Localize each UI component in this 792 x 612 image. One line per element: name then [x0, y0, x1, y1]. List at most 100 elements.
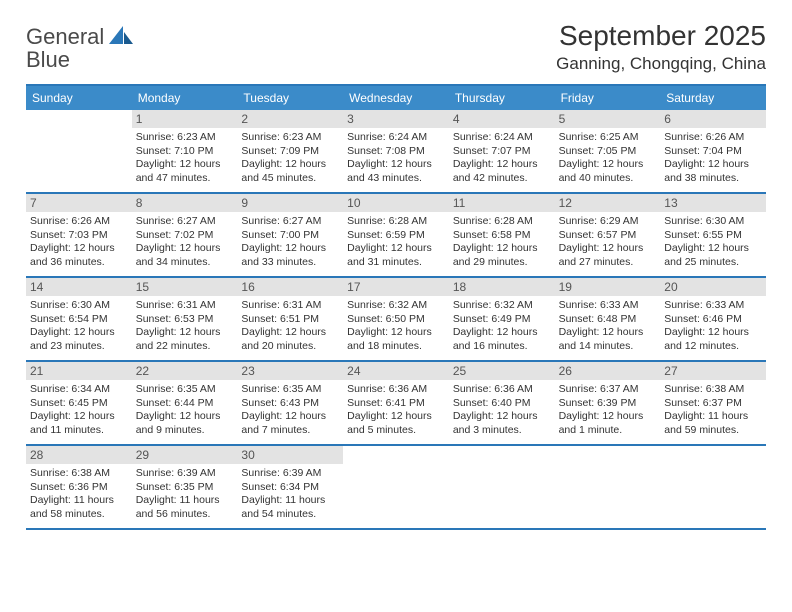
day-cell	[343, 446, 449, 528]
day-info: Sunrise: 6:32 AMSunset: 6:50 PMDaylight:…	[347, 299, 445, 354]
info-line: and 40 minutes.	[559, 172, 657, 186]
header: General Blue September 2025 Ganning, Cho…	[26, 20, 766, 74]
info-line: and 22 minutes.	[136, 340, 234, 354]
info-line: Sunrise: 6:28 AM	[453, 215, 551, 229]
day-header-cell: Thursday	[449, 86, 555, 110]
day-cell: 22Sunrise: 6:35 AMSunset: 6:44 PMDayligh…	[132, 362, 238, 444]
brand-word2: Blue	[26, 47, 70, 72]
day-cell: 7Sunrise: 6:26 AMSunset: 7:03 PMDaylight…	[26, 194, 132, 276]
day-cell: 17Sunrise: 6:32 AMSunset: 6:50 PMDayligh…	[343, 278, 449, 360]
info-line: and 27 minutes.	[559, 256, 657, 270]
day-info: Sunrise: 6:25 AMSunset: 7:05 PMDaylight:…	[559, 131, 657, 186]
brand-logo: General Blue	[26, 20, 133, 72]
day-cell: 5Sunrise: 6:25 AMSunset: 7:05 PMDaylight…	[555, 110, 661, 192]
info-line: Daylight: 12 hours	[30, 326, 128, 340]
week-row: 1Sunrise: 6:23 AMSunset: 7:10 PMDaylight…	[26, 110, 766, 194]
info-line: Sunrise: 6:36 AM	[453, 383, 551, 397]
day-info: Sunrise: 6:36 AMSunset: 6:41 PMDaylight:…	[347, 383, 445, 438]
info-line: Daylight: 12 hours	[559, 242, 657, 256]
day-info: Sunrise: 6:23 AMSunset: 7:10 PMDaylight:…	[136, 131, 234, 186]
day-cell: 29Sunrise: 6:39 AMSunset: 6:35 PMDayligh…	[132, 446, 238, 528]
day-info: Sunrise: 6:30 AMSunset: 6:55 PMDaylight:…	[664, 215, 762, 270]
date-number: 24	[343, 362, 449, 380]
info-line: Sunset: 6:37 PM	[664, 397, 762, 411]
day-info: Sunrise: 6:24 AMSunset: 7:08 PMDaylight:…	[347, 131, 445, 186]
info-line: Sunrise: 6:24 AM	[453, 131, 551, 145]
week-row: 14Sunrise: 6:30 AMSunset: 6:54 PMDayligh…	[26, 278, 766, 362]
info-line: Sunset: 6:59 PM	[347, 229, 445, 243]
day-cell: 25Sunrise: 6:36 AMSunset: 6:40 PMDayligh…	[449, 362, 555, 444]
info-line: and 23 minutes.	[30, 340, 128, 354]
info-line: Sunset: 7:04 PM	[664, 145, 762, 159]
info-line: and 38 minutes.	[664, 172, 762, 186]
info-line: Sunset: 6:53 PM	[136, 313, 234, 327]
day-cell: 8Sunrise: 6:27 AMSunset: 7:02 PMDaylight…	[132, 194, 238, 276]
info-line: and 29 minutes.	[453, 256, 551, 270]
day-cell: 27 Sunrise: 6:38 AMSunset: 6:37 PMDayligh…	[660, 362, 766, 444]
calendar: SundayMondayTuesdayWednesdayThursdayFrid…	[26, 84, 766, 530]
day-info: Sunrise: 6:39 AMSunset: 6:35 PMDaylight:…	[136, 467, 234, 522]
day-cell: 19Sunrise: 6:33 AMSunset: 6:48 PMDayligh…	[555, 278, 661, 360]
info-line: Sunrise: 6:35 AM	[241, 383, 339, 397]
day-info: Sunrise: 6:38 AMSunset: 6:37 PMDaylight:…	[664, 383, 762, 438]
day-cell: 23Sunrise: 6:35 AMSunset: 6:43 PMDayligh…	[237, 362, 343, 444]
info-line: Daylight: 11 hours	[136, 494, 234, 508]
date-number: 9	[237, 194, 343, 212]
info-line: Sunrise: 6:30 AM	[30, 299, 128, 313]
info-line: Sunrise: 6:26 AM	[30, 215, 128, 229]
info-line: Sunrise: 6:25 AM	[559, 131, 657, 145]
info-line: Sunset: 6:44 PM	[136, 397, 234, 411]
date-number: 3	[343, 110, 449, 128]
info-line: Daylight: 12 hours	[453, 242, 551, 256]
info-line: Sunrise: 6:23 AM	[136, 131, 234, 145]
date-number: 8	[132, 194, 238, 212]
day-cell	[660, 446, 766, 528]
day-header-cell: Saturday	[660, 86, 766, 110]
info-line: Sunrise: 6:27 AM	[136, 215, 234, 229]
info-line: Sunset: 7:02 PM	[136, 229, 234, 243]
info-line: Daylight: 11 hours	[241, 494, 339, 508]
date-number: 27	[660, 362, 766, 380]
info-line: and 45 minutes.	[241, 172, 339, 186]
info-line: Sunset: 6:57 PM	[559, 229, 657, 243]
info-line: and 33 minutes.	[241, 256, 339, 270]
date-number: 23	[237, 362, 343, 380]
info-line: Daylight: 12 hours	[241, 158, 339, 172]
date-number: 16	[237, 278, 343, 296]
info-line: Sunset: 6:58 PM	[453, 229, 551, 243]
day-cell: 13Sunrise: 6:30 AMSunset: 6:55 PMDayligh…	[660, 194, 766, 276]
info-line: and 42 minutes.	[453, 172, 551, 186]
info-line: Sunrise: 6:37 AM	[559, 383, 657, 397]
day-cell: 10Sunrise: 6:28 AMSunset: 6:59 PMDayligh…	[343, 194, 449, 276]
day-info: Sunrise: 6:30 AMSunset: 6:54 PMDaylight:…	[30, 299, 128, 354]
info-line: Daylight: 12 hours	[664, 158, 762, 172]
day-info: Sunrise: 6:32 AMSunset: 6:49 PMDaylight:…	[453, 299, 551, 354]
info-line: Sunset: 6:41 PM	[347, 397, 445, 411]
info-line: Sunset: 6:54 PM	[30, 313, 128, 327]
info-line: Sunrise: 6:33 AM	[664, 299, 762, 313]
info-line: Sunset: 6:39 PM	[559, 397, 657, 411]
date-number: 18	[449, 278, 555, 296]
info-line: Daylight: 12 hours	[453, 326, 551, 340]
day-cell: 3 Sunrise: 6:24 AMSunset: 7:08 PMDaylight…	[343, 110, 449, 192]
info-line: and 43 minutes.	[347, 172, 445, 186]
info-line: Daylight: 12 hours	[664, 242, 762, 256]
day-info: Sunrise: 6:31 AMSunset: 6:51 PMDaylight:…	[241, 299, 339, 354]
info-line: Sunset: 7:08 PM	[347, 145, 445, 159]
info-line: Sunrise: 6:29 AM	[559, 215, 657, 229]
info-line: Sunrise: 6:39 AM	[241, 467, 339, 481]
info-line: Sunset: 6:55 PM	[664, 229, 762, 243]
info-line: Sunset: 7:07 PM	[453, 145, 551, 159]
day-info: Sunrise: 6:31 AMSunset: 6:53 PMDaylight:…	[136, 299, 234, 354]
info-line: and 20 minutes.	[241, 340, 339, 354]
info-line: Daylight: 12 hours	[136, 326, 234, 340]
date-number: 19	[555, 278, 661, 296]
info-line: Sunrise: 6:33 AM	[559, 299, 657, 313]
info-line: and 12 minutes.	[664, 340, 762, 354]
day-cell: 11Sunrise: 6:28 AMSunset: 6:58 PMDayligh…	[449, 194, 555, 276]
info-line: Sunset: 6:43 PM	[241, 397, 339, 411]
day-cell: 20Sunrise: 6:33 AMSunset: 6:46 PMDayligh…	[660, 278, 766, 360]
info-line: and 25 minutes.	[664, 256, 762, 270]
info-line: and 31 minutes.	[347, 256, 445, 270]
month-title: September 2025	[556, 20, 766, 52]
